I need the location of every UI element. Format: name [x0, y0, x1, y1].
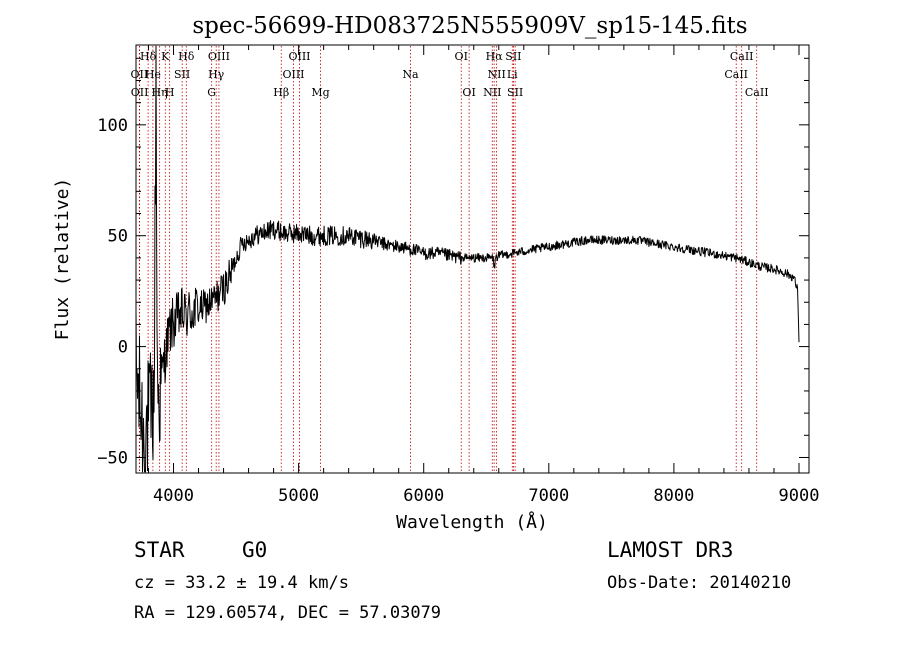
- spectrum-series: [135, 45, 800, 473]
- x-tick-label-2: 6000: [403, 486, 444, 506]
- y-tick-label-2: 50: [108, 227, 128, 247]
- line-label-22: SII: [505, 50, 521, 63]
- line-label-5: K: [161, 50, 170, 63]
- line-label-17: OI: [455, 50, 468, 63]
- axes: 4000 5000 6000 7000 8000 9000 −50 0 50 100: [97, 45, 819, 506]
- x-tick-label-4: 8000: [653, 486, 694, 506]
- line-label-3: OII: [131, 86, 149, 99]
- line-label-16: Na: [402, 68, 419, 81]
- line-label-9: OIII: [208, 50, 230, 63]
- line-label-24: SII: [507, 86, 523, 99]
- line-label-26: CaII: [724, 68, 748, 81]
- line-label-8: Hδ: [178, 50, 195, 63]
- line-label-18: OI: [462, 86, 475, 99]
- line-label-27: CaII: [745, 86, 769, 99]
- redshift-velocity: cz = 33.2 ± 19.4 km/s: [134, 573, 349, 593]
- y-tick-label-3: 100: [97, 116, 128, 136]
- line-label-19: Hα: [486, 50, 504, 63]
- x-tick-label-0: 4000: [153, 486, 194, 506]
- line-label-6: SII: [174, 68, 190, 81]
- x-tick-label-3: 7000: [528, 486, 569, 506]
- spectral-subclass: G0: [242, 538, 268, 562]
- line-label-20: NII: [487, 68, 505, 81]
- y-tick-label-1: 0: [118, 338, 128, 358]
- line-label-21: NII: [483, 86, 501, 99]
- ra-dec-coordinates: RA = 129.60574, DEC = 57.03079: [134, 603, 442, 623]
- line-label-12: OIII: [288, 50, 310, 63]
- line-label-13: OIII: [282, 68, 304, 81]
- line-label-15: Mg: [311, 86, 329, 99]
- survey-name: LAMOST DR3: [607, 538, 734, 562]
- chart-title: spec-56699-HD083725N555909V_sp15-145.fit…: [192, 13, 747, 39]
- plot-frame: [135, 44, 810, 474]
- line-label-1: OII: [131, 68, 149, 81]
- x-tick-label-1: 5000: [278, 486, 319, 506]
- y-tick-label-0: −50: [97, 448, 128, 468]
- line-label-14: Hβ: [273, 86, 289, 99]
- line-label-11: G: [207, 86, 216, 99]
- line-label-23: Li: [507, 68, 518, 81]
- x-axis-label: Wavelength (Å): [396, 511, 548, 533]
- y-axis-label: Flux (relative): [52, 178, 73, 341]
- observation-date: Obs-Date: 20140210: [607, 573, 792, 593]
- line-label-25: CaII: [730, 50, 754, 63]
- line-label-0: Hδ: [140, 50, 157, 63]
- line-label-7: H: [165, 86, 175, 99]
- line-label-2: He: [145, 68, 161, 81]
- line-label-10: Hγ: [208, 68, 225, 81]
- object-class: STAR: [134, 538, 185, 562]
- x-tick-label-5: 9000: [779, 486, 820, 506]
- spectral-line-markers: [138, 46, 758, 472]
